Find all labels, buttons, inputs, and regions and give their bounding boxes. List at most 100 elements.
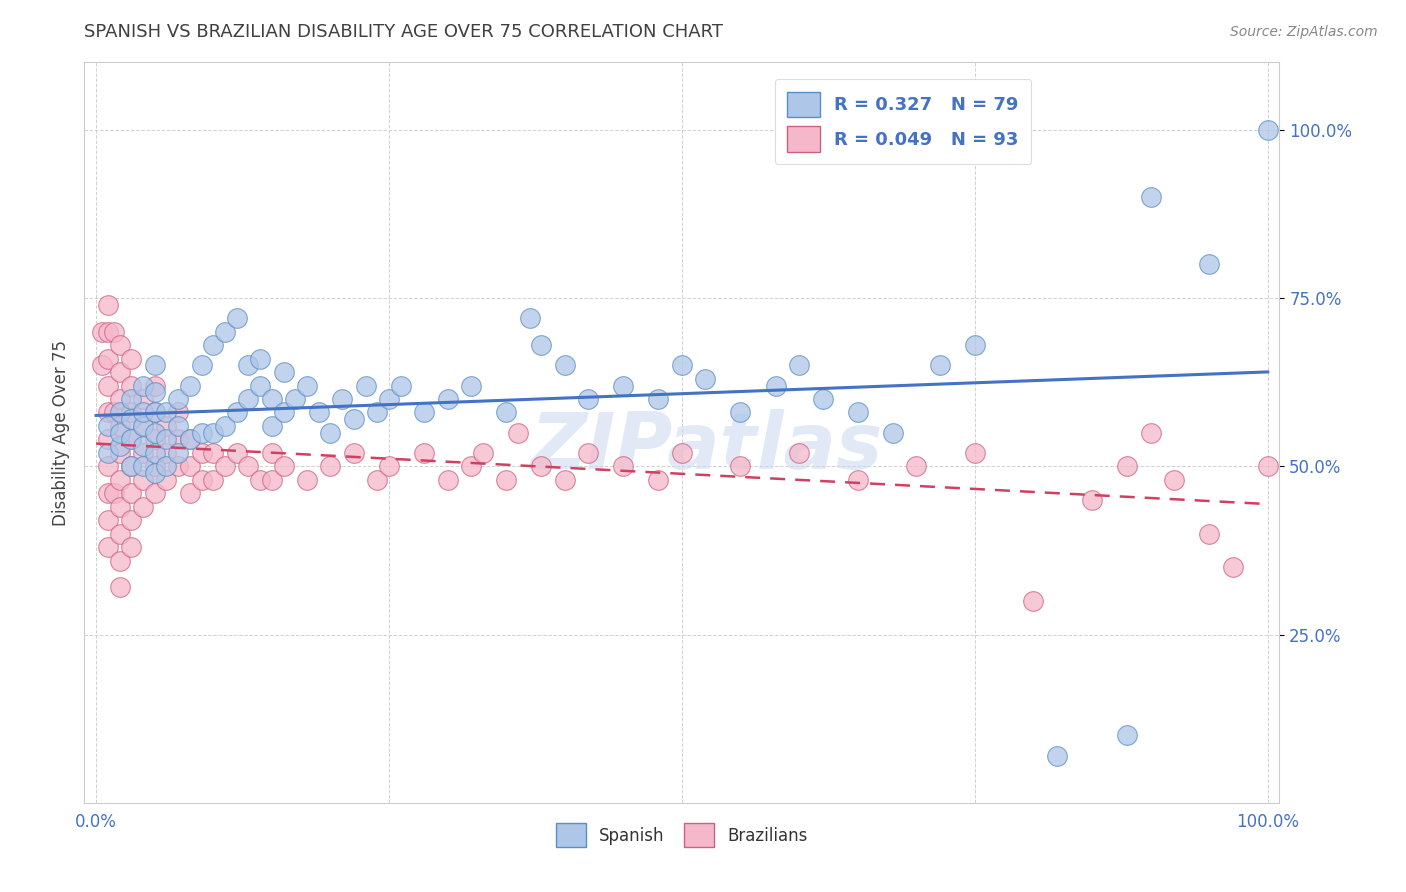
- Point: [132, 392, 155, 406]
- Point: [1198, 526, 1220, 541]
- Point: [108, 418, 131, 433]
- Point: [506, 425, 529, 440]
- Point: [378, 392, 401, 406]
- Point: [1139, 190, 1161, 204]
- Point: [436, 473, 458, 487]
- Point: [97, 540, 120, 554]
- Point: [273, 405, 295, 419]
- Point: [214, 418, 236, 433]
- Point: [143, 359, 166, 373]
- Point: [108, 439, 131, 453]
- Point: [612, 378, 634, 392]
- Point: [108, 500, 131, 514]
- Point: [1139, 425, 1161, 440]
- Point: [202, 338, 225, 352]
- Point: [330, 392, 353, 406]
- Point: [647, 392, 669, 406]
- Point: [143, 405, 166, 419]
- Point: [354, 378, 377, 392]
- Point: [530, 459, 553, 474]
- Point: [284, 392, 307, 406]
- Point: [260, 473, 283, 487]
- Point: [143, 433, 166, 447]
- Point: [103, 325, 125, 339]
- Point: [167, 446, 190, 460]
- Point: [120, 540, 142, 554]
- Point: [1116, 729, 1139, 743]
- Point: [132, 378, 155, 392]
- Point: [190, 359, 212, 373]
- Point: [202, 473, 225, 487]
- Point: [495, 405, 517, 419]
- Point: [1257, 459, 1279, 474]
- Point: [143, 466, 166, 480]
- Point: [108, 338, 131, 352]
- Point: [190, 446, 212, 460]
- Point: [249, 473, 271, 487]
- Point: [671, 446, 693, 460]
- Point: [120, 351, 142, 366]
- Point: [108, 365, 131, 379]
- Point: [120, 486, 142, 500]
- Point: [260, 418, 283, 433]
- Point: [576, 446, 599, 460]
- Point: [132, 500, 155, 514]
- Point: [225, 405, 247, 419]
- Point: [787, 446, 810, 460]
- Point: [155, 433, 177, 447]
- Point: [143, 425, 166, 440]
- Point: [108, 446, 131, 460]
- Point: [97, 298, 120, 312]
- Point: [143, 486, 166, 500]
- Point: [436, 392, 458, 406]
- Point: [167, 405, 190, 419]
- Point: [695, 372, 717, 386]
- Point: [143, 385, 166, 400]
- Point: [155, 459, 177, 474]
- Point: [103, 405, 125, 419]
- Point: [97, 351, 120, 366]
- Point: [612, 459, 634, 474]
- Point: [143, 459, 166, 474]
- Point: [225, 311, 247, 326]
- Point: [238, 359, 260, 373]
- Text: Source: ZipAtlas.com: Source: ZipAtlas.com: [1230, 25, 1378, 39]
- Point: [132, 439, 155, 453]
- Point: [905, 459, 928, 474]
- Point: [928, 359, 950, 373]
- Point: [97, 486, 120, 500]
- Point: [295, 473, 318, 487]
- Point: [787, 359, 810, 373]
- Point: [389, 378, 412, 392]
- Point: [576, 392, 599, 406]
- Point: [179, 486, 201, 500]
- Point: [1081, 492, 1104, 507]
- Point: [120, 405, 142, 419]
- Point: [90, 325, 114, 339]
- Point: [671, 359, 693, 373]
- Point: [530, 338, 553, 352]
- Point: [132, 405, 155, 419]
- Point: [120, 433, 142, 447]
- Point: [97, 433, 120, 447]
- Point: [413, 405, 436, 419]
- Point: [155, 405, 177, 419]
- Point: [120, 412, 142, 426]
- Point: [214, 459, 236, 474]
- Point: [554, 359, 576, 373]
- Point: [143, 378, 166, 392]
- Point: [846, 473, 869, 487]
- Point: [1046, 748, 1069, 763]
- Point: [167, 433, 190, 447]
- Point: [120, 513, 142, 527]
- Point: [97, 378, 120, 392]
- Point: [273, 365, 295, 379]
- Point: [97, 418, 120, 433]
- Point: [202, 425, 225, 440]
- Point: [413, 446, 436, 460]
- Point: [1222, 560, 1244, 574]
- Point: [108, 392, 131, 406]
- Point: [765, 378, 787, 392]
- Point: [319, 459, 342, 474]
- Point: [273, 459, 295, 474]
